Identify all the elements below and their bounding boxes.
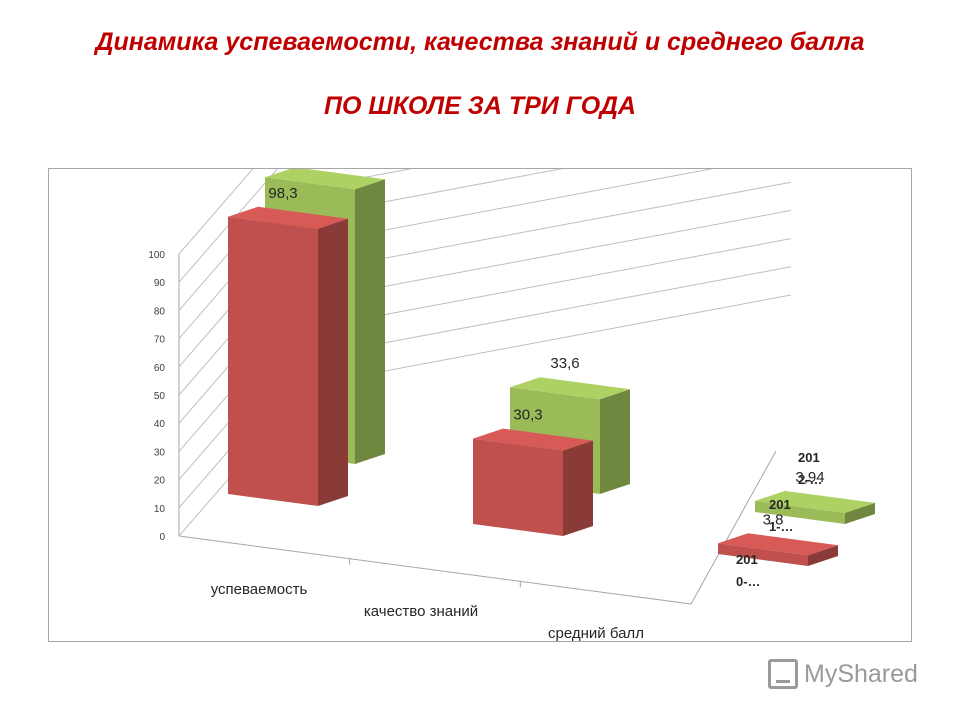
y-tick-label: 70 xyxy=(154,335,166,346)
bar-side xyxy=(563,440,593,536)
bar-top xyxy=(510,377,630,400)
gridline-back xyxy=(309,294,792,386)
data-label: 30,3 xyxy=(513,407,542,424)
y-tick-label: 20 xyxy=(154,476,166,487)
gridline-back xyxy=(309,181,792,273)
y-tick-label: 50 xyxy=(154,391,166,402)
gridline-side xyxy=(178,169,254,255)
gridline-back xyxy=(309,169,413,189)
y-tick-label: 90 xyxy=(154,278,166,289)
series-label: 201 0-… xyxy=(736,552,761,589)
gridline-back xyxy=(309,169,714,245)
data-label: 98,3 xyxy=(268,185,297,202)
y-tick-label: 80 xyxy=(154,306,166,317)
y-tick-label: 10 xyxy=(154,504,166,515)
series-label: 201 2-… xyxy=(798,450,823,487)
bar-front xyxy=(755,500,845,524)
presentation-icon xyxy=(768,659,798,689)
bar-side xyxy=(845,502,875,524)
bar-top xyxy=(718,533,838,556)
x-axis-line xyxy=(178,535,692,605)
chart-title: Динамика успеваемости, качества знаний и… xyxy=(95,28,865,56)
bar-front xyxy=(228,216,318,507)
y-tick-label: 100 xyxy=(148,250,165,261)
chart-area: 010203040506070809010097,433,63,9498,330… xyxy=(48,168,912,642)
bar-front xyxy=(473,438,563,536)
y-tick-label: 0 xyxy=(159,532,165,543)
bar-1-1 xyxy=(473,428,593,536)
depth-axis-line xyxy=(690,450,777,605)
bar-side xyxy=(600,389,630,494)
bar-side xyxy=(318,218,348,507)
bar-chart-3d: 010203040506070809010097,433,63,9498,330… xyxy=(148,169,875,642)
gridline-back xyxy=(309,169,563,217)
series-label: 201 1-… xyxy=(769,497,794,534)
y-tick-label: 60 xyxy=(154,363,166,374)
data-label: 3,94 xyxy=(795,469,824,486)
bar-side xyxy=(808,545,838,566)
gridline-back xyxy=(309,209,792,301)
gridline-back xyxy=(309,238,792,330)
bar-1-0 xyxy=(228,206,348,507)
bar-top xyxy=(265,169,385,190)
bar-side xyxy=(355,179,385,465)
y-tick-label: 30 xyxy=(154,447,166,458)
bar-top xyxy=(473,428,593,451)
y-tick-label: 40 xyxy=(154,419,166,430)
chart-subtitle: ПО ШКОЛЕ ЗА ТРИ ГОДА xyxy=(324,92,636,120)
bar-top xyxy=(228,206,348,229)
bar-1-2 xyxy=(718,533,838,566)
gridline-back xyxy=(309,266,792,358)
bar-top xyxy=(755,490,875,513)
category-label: качество знаний xyxy=(364,603,478,620)
data-label: 3,8 xyxy=(763,511,784,528)
category-label: средний балл xyxy=(548,625,644,642)
category-label: успеваемость xyxy=(211,581,308,598)
bar-2-2 xyxy=(755,490,875,524)
watermark: MyShared xyxy=(768,656,938,692)
bar-front xyxy=(718,543,808,566)
gridline-side xyxy=(178,169,278,283)
watermark-text: MyShared xyxy=(804,659,918,688)
data-label: 33,6 xyxy=(550,355,579,372)
